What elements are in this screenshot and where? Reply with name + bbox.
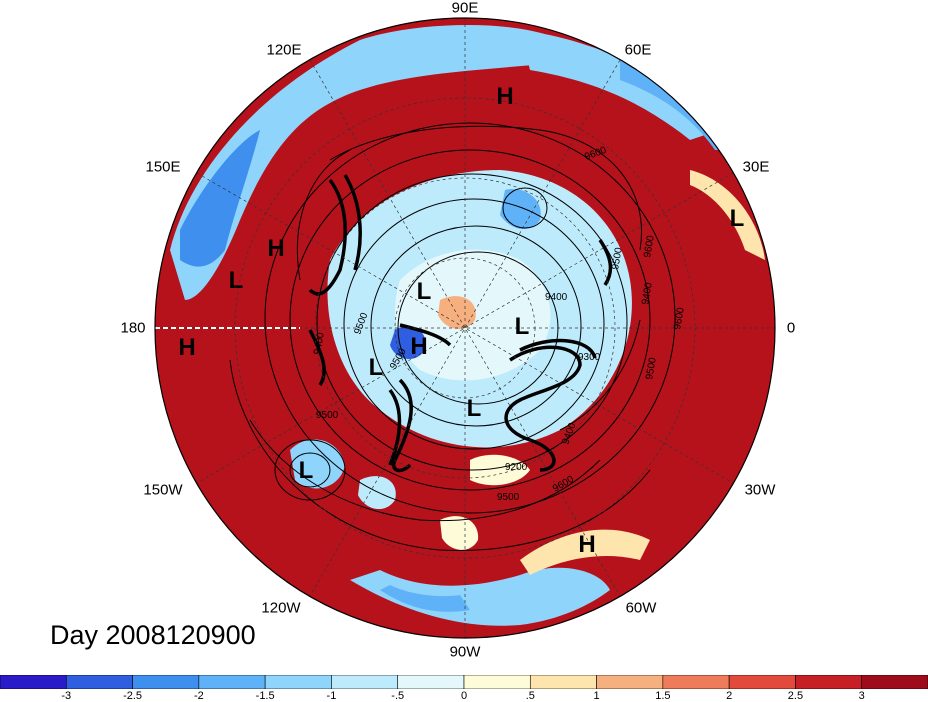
map-boundary (154, 17, 776, 639)
colorbar-segment (331, 675, 399, 689)
colorbar-segment (529, 675, 597, 689)
low-pressure-marker: L (466, 395, 482, 422)
colorbar-tick-label: 2.5 (787, 690, 804, 702)
contour-label: 9600 (642, 234, 657, 258)
lon-label-30e: 30E (742, 158, 770, 176)
lon-label-90e: 90E (451, 0, 479, 17)
colorbar-segment (132, 675, 200, 689)
colorbar-segment (397, 675, 465, 689)
lon-label-150e: 150E (145, 158, 181, 176)
colorbar-segment (596, 675, 664, 689)
contour-label: 9500 (644, 356, 659, 380)
colorbar-tick-label: -1.5 (255, 690, 275, 702)
anomaly-field (155, 18, 775, 638)
colorbar-segment (0, 675, 67, 689)
low-pressure-marker: L (416, 278, 432, 305)
colorbar-segment (662, 675, 730, 689)
high-pressure-marker: H (578, 531, 596, 558)
figure-title: Day 2008120900 (50, 620, 256, 650)
colorbar-tick-label: -.5 (391, 690, 405, 702)
contour-label: 9300 (578, 352, 601, 363)
high-pressure-marker: H (178, 334, 196, 361)
height-contours (229, 122, 676, 551)
contour-label: 9500 (316, 410, 339, 421)
colorbar-tick-label: 1.5 (655, 690, 671, 702)
high-pressure-marker: L (729, 205, 745, 232)
high-pressure-marker: H (496, 83, 514, 110)
colorbar-tick-label: 3 (858, 690, 865, 702)
lon-label-180: 180 (120, 319, 146, 337)
contour-label: 9200 (505, 462, 528, 473)
colorbar-segment (728, 675, 796, 689)
low-pressure-marker: L (298, 457, 314, 484)
contour-label: 9500 (497, 492, 520, 503)
colorbar-segment (463, 675, 531, 689)
colorbar-tick-label: 2 (726, 690, 733, 702)
lon-label-0: 0 (786, 319, 796, 337)
colorbar-tick-label: .5 (525, 690, 535, 702)
colorbar (0, 675, 928, 689)
contour-label: 9400 (545, 292, 568, 303)
colorbar-tick-label: -2.5 (123, 690, 143, 702)
low-pressure-marker: L (228, 267, 244, 294)
high-pressure-marker: H (410, 333, 428, 360)
colorbar-tick-label: -2 (193, 690, 204, 702)
jet-contours (308, 174, 613, 473)
colorbar-segment (264, 675, 332, 689)
colorbar-tick-label: 1 (593, 690, 600, 702)
colorbar-tick-label: -3 (61, 690, 72, 702)
high-pressure-marker: H (267, 235, 285, 262)
contour-label: 9600 (672, 306, 687, 330)
lon-label-120e: 120E (266, 41, 302, 59)
colorbar-segment (861, 675, 928, 689)
contour-label: 9400 (312, 331, 327, 355)
colorbar-tick-label: 0 (460, 690, 468, 702)
lon-label-60e: 60E (624, 41, 652, 59)
colorbar-segment (198, 675, 266, 689)
colorbar-segment (65, 675, 133, 689)
lon-label-120w: 120W (261, 599, 301, 617)
contour-label: 9500 (610, 246, 625, 270)
colorbar-tick-label: -1 (326, 690, 337, 702)
lon-label-150w: 150W (143, 481, 183, 499)
contour-label: 9400 (640, 281, 655, 305)
low-pressure-marker: L (514, 313, 530, 340)
colorbar-segment (795, 675, 863, 689)
low-pressure-marker: L (368, 354, 384, 381)
lon-label-60w: 60W (625, 599, 657, 617)
lon-label-90w: 90W (449, 643, 481, 661)
lon-label-30w: 30W (744, 481, 776, 499)
